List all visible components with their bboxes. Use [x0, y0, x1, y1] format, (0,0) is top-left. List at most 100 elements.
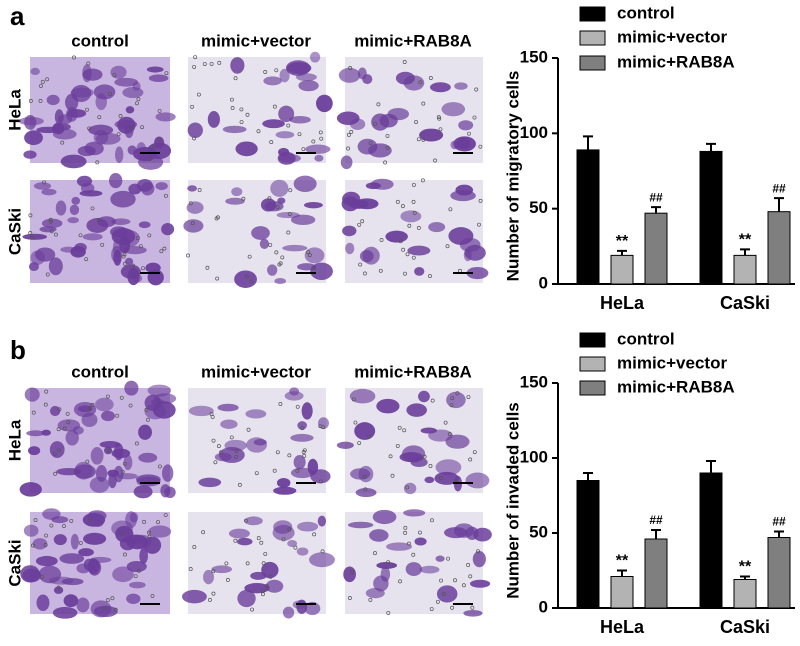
- cell: [152, 401, 176, 419]
- cell: [114, 146, 124, 164]
- cell: [73, 401, 97, 418]
- cell: [22, 233, 48, 240]
- cell: [110, 190, 136, 208]
- cell: [290, 467, 314, 479]
- pore: [217, 60, 222, 65]
- pore: [274, 68, 279, 73]
- pore: [446, 556, 451, 561]
- pore: [395, 199, 400, 204]
- cell: [278, 105, 295, 123]
- pore: [351, 397, 356, 402]
- y-tick-label: 50: [529, 198, 548, 217]
- cell: [310, 469, 331, 484]
- cell: [340, 155, 353, 170]
- pore: [78, 233, 83, 238]
- cell: [60, 154, 87, 169]
- micrograph: [18, 55, 176, 170]
- pore: [247, 254, 252, 259]
- cell: [92, 519, 104, 528]
- pore: [347, 596, 352, 600]
- cell: [290, 433, 314, 442]
- cell: [338, 67, 361, 83]
- cell: [244, 582, 270, 594]
- cell: [83, 532, 107, 545]
- bar: [733, 579, 757, 609]
- pore: [467, 131, 471, 136]
- pore: [45, 272, 50, 277]
- pore: [192, 545, 197, 549]
- cell: [146, 66, 164, 73]
- cell: [119, 536, 136, 551]
- cell: [187, 122, 203, 138]
- pore: [385, 133, 390, 138]
- pore: [287, 453, 292, 458]
- pore: [405, 252, 410, 257]
- pore: [468, 457, 473, 462]
- pore: [433, 158, 438, 163]
- cell: [125, 257, 134, 266]
- pore: [192, 136, 197, 141]
- pore: [102, 606, 107, 611]
- pore: [250, 607, 255, 612]
- pore: [208, 597, 212, 602]
- pore: [147, 157, 152, 161]
- pore: [188, 201, 193, 206]
- pore: [115, 413, 120, 418]
- cell: [276, 477, 291, 488]
- cell: [122, 86, 144, 99]
- cell: [318, 417, 329, 430]
- pore: [466, 395, 471, 399]
- significance-marker: **: [616, 233, 629, 250]
- cell: [123, 246, 147, 255]
- pore: [386, 610, 391, 615]
- pore: [398, 239, 403, 244]
- error-bar: [774, 197, 784, 212]
- cell: [435, 459, 462, 476]
- cell: [74, 242, 87, 252]
- cell: [82, 233, 103, 241]
- pore: [87, 518, 92, 523]
- pore: [44, 533, 48, 538]
- pore: [65, 411, 70, 416]
- pore: [43, 402, 48, 407]
- pore: [281, 537, 286, 542]
- cell: [414, 537, 427, 546]
- pore: [241, 196, 246, 201]
- pore: [145, 417, 150, 422]
- pore: [90, 206, 95, 211]
- pore: [421, 101, 426, 106]
- pore: [264, 584, 269, 588]
- pore: [48, 219, 53, 224]
- cell: [293, 175, 317, 193]
- y-tick-label: 100: [520, 123, 548, 142]
- cell: [198, 477, 222, 488]
- cell: [235, 141, 258, 157]
- micrograph: [22, 173, 175, 286]
- cell: [117, 116, 136, 134]
- pore: [213, 460, 218, 465]
- pore: [417, 530, 422, 535]
- cell: [267, 264, 278, 276]
- cell: [454, 82, 468, 90]
- cell: [148, 74, 169, 82]
- cell: [26, 430, 45, 437]
- cell: [297, 421, 307, 430]
- cell: [362, 246, 380, 265]
- cell: [48, 257, 63, 276]
- cell: [78, 548, 94, 557]
- pore: [288, 188, 293, 193]
- pore: [268, 574, 273, 579]
- pore: [134, 441, 139, 446]
- pore: [96, 217, 101, 222]
- cell: [429, 82, 451, 93]
- cell: [28, 446, 41, 456]
- pore: [56, 427, 61, 432]
- pore: [416, 137, 421, 142]
- pore: [293, 545, 298, 550]
- pore: [422, 454, 427, 459]
- pore: [301, 147, 306, 152]
- cell: [282, 606, 295, 619]
- cell: [82, 68, 103, 81]
- cell: [347, 521, 374, 529]
- cell: [23, 150, 37, 159]
